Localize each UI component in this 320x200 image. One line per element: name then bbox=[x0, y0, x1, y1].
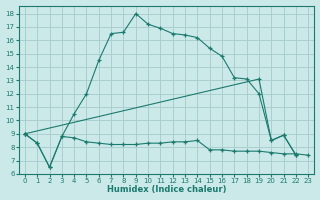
X-axis label: Humidex (Indice chaleur): Humidex (Indice chaleur) bbox=[107, 185, 226, 194]
